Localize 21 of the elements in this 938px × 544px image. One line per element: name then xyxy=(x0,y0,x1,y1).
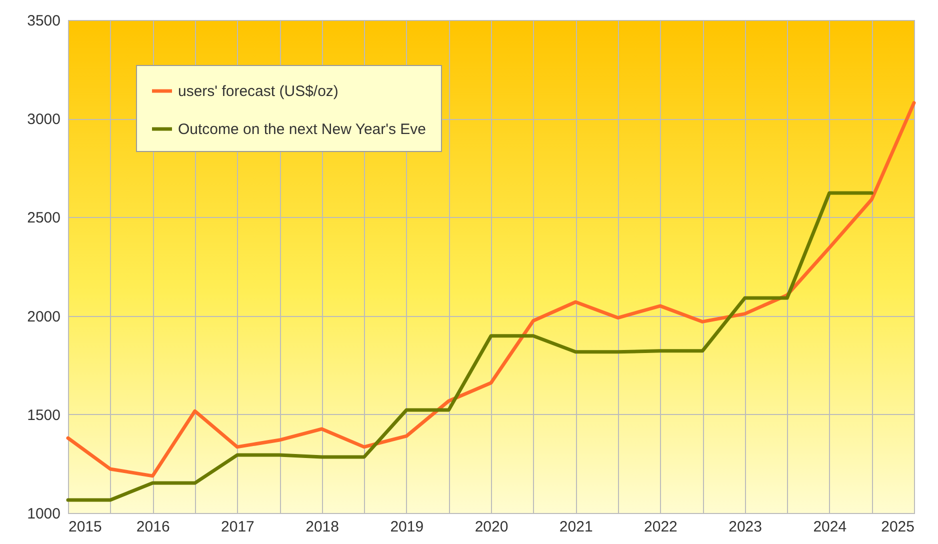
y-tick-label: 1500 xyxy=(27,406,60,424)
x-tick-label: 2025 xyxy=(881,518,914,536)
x-tick-label: 2023 xyxy=(728,518,762,536)
line-series xyxy=(66,191,874,502)
x-tick-label: 2017 xyxy=(221,518,254,536)
x-tick-label: 2022 xyxy=(644,518,678,536)
x-tick-label: 2021 xyxy=(559,518,593,536)
y-tick-label: 3500 xyxy=(27,12,60,30)
x-tick-label: 2016 xyxy=(136,518,170,536)
legend-label: users' forecast (US$/oz) xyxy=(178,83,338,100)
x-tick-label: 2015 xyxy=(68,518,102,536)
x-tick-label: 2018 xyxy=(306,518,339,536)
y-tick-label: 1000 xyxy=(27,506,60,522)
x-tick-label: 2024 xyxy=(813,518,847,536)
line-series xyxy=(66,101,916,478)
x-tick-label: 2019 xyxy=(390,518,424,536)
y-tick-label: 2500 xyxy=(27,210,60,227)
x-tick-label: 2020 xyxy=(474,518,508,536)
y-tick-label: 2000 xyxy=(27,308,60,326)
legend-label: Outcome on the next New Year's Eve xyxy=(178,121,426,138)
y-tick-label: 3000 xyxy=(27,111,60,128)
